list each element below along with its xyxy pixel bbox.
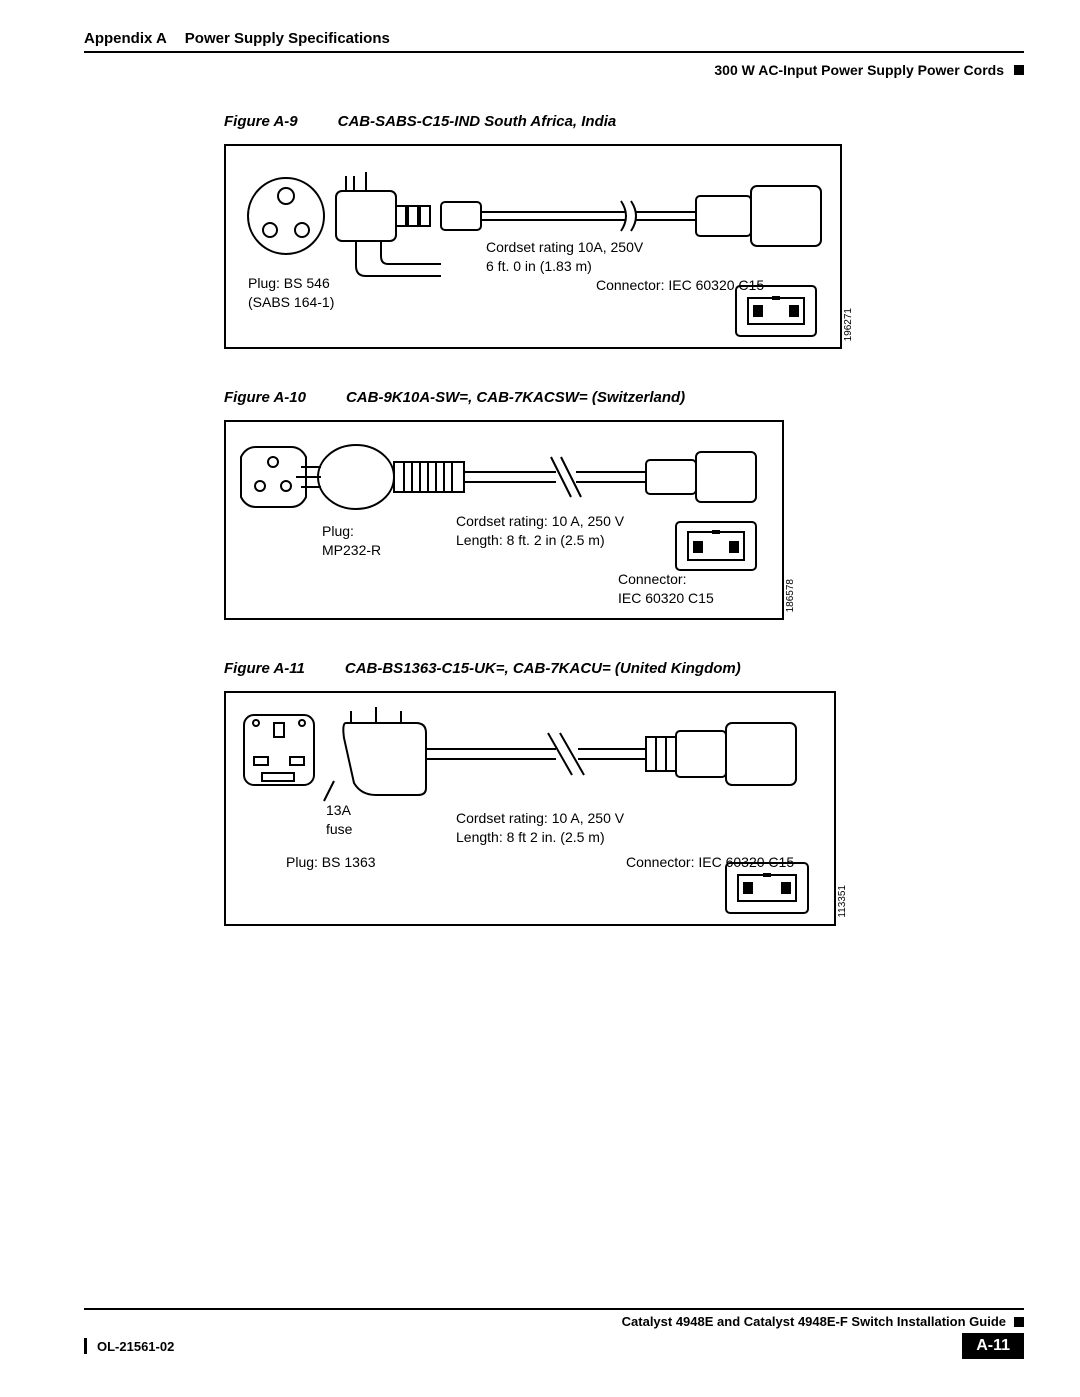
cordset-label: Cordset rating 10A, 250V 6 ft. 0 in (1.8… <box>486 238 643 276</box>
plug-label: Plug: MP232-R <box>322 522 381 560</box>
plug-label-line: Plug: <box>322 522 381 541</box>
cordset-line: Cordset rating: 10 A, 250 V <box>456 512 624 531</box>
fuse-line: fuse <box>326 820 352 839</box>
cordset-line: 6 ft. 0 in (1.83 m) <box>486 257 643 276</box>
figure-number: Figure A-9 <box>224 113 298 130</box>
cordset-line: Length: 8 ft. 2 in (2.5 m) <box>456 531 624 550</box>
figure-caption: Figure A-9 CAB-SABS-C15-IND South Africa… <box>224 113 1024 130</box>
cordset-label: Cordset rating: 10 A, 250 V Length: 8 ft… <box>456 512 624 550</box>
figure-title: CAB-SABS-C15-IND South Africa, India <box>338 113 617 130</box>
cordset-line: Cordset rating 10A, 250V <box>486 238 643 257</box>
figure-title: CAB-9K10A-SW=, CAB-7KACSW= (Switzerland) <box>346 389 685 406</box>
figure-caption: Figure A-11 CAB-BS1363-C15-UK=, CAB-7KAC… <box>224 660 1024 677</box>
section-title: 300 W AC-Input Power Supply Power Cords <box>714 62 1004 78</box>
figure-diagram: Plug: MP232-R Cordset rating: 10 A, 250 … <box>224 420 784 620</box>
figure-number: Figure A-10 <box>224 389 306 406</box>
page-header: Appendix A Power Supply Specifications <box>84 30 1024 47</box>
plug-label-line: MP232-R <box>322 541 381 560</box>
figure-number: Figure A-11 <box>224 660 305 677</box>
connector-line: Connector: <box>618 570 714 589</box>
connector-label: Connector: IEC 60320 C15 <box>626 853 794 872</box>
figure-diagram: 13A fuse Plug: BS 1363 Cordset rating: 1… <box>224 691 836 926</box>
figure-caption: Figure A-10 CAB-9K10A-SW=, CAB-7KACSW= (… <box>224 389 1024 406</box>
figure-diagram: Plug: BS 546 (SABS 164-1) Cordset rating… <box>224 144 842 349</box>
figure-id-number: 186578 <box>785 579 796 612</box>
footer-bar-icon <box>84 1338 87 1354</box>
footer-doc-number: OL-21561-02 <box>97 1339 174 1354</box>
plug-label: Plug: BS 546 (SABS 164-1) <box>248 274 334 312</box>
connector-label: Connector: IEC 60320 C15 <box>618 570 714 608</box>
appendix-label: Appendix A <box>84 30 167 47</box>
figure-id-number: 196271 <box>843 308 854 341</box>
plug-label-line: Plug: BS 546 <box>248 274 334 293</box>
fuse-line: 13A <box>326 801 352 820</box>
plug-label: Plug: BS 1363 <box>286 853 376 872</box>
footer-square-icon <box>1014 1317 1024 1327</box>
figure-title: CAB-BS1363-C15-UK=, CAB-7KACU= (United K… <box>345 660 741 677</box>
connector-label: Connector: IEC 60320 C15 <box>596 276 764 295</box>
plug-label-line: (SABS 164-1) <box>248 293 334 312</box>
fuse-label: 13A fuse <box>326 801 352 839</box>
connector-line: IEC 60320 C15 <box>618 589 714 608</box>
page-number: A-11 <box>962 1333 1024 1359</box>
cordset-line: Length: 8 ft 2 in. (2.5 m) <box>456 828 624 847</box>
header-square-icon <box>1014 65 1024 75</box>
appendix-title: Power Supply Specifications <box>185 30 390 47</box>
footer-guide-title: Catalyst 4948E and Catalyst 4948E-F Swit… <box>622 1314 1006 1329</box>
header-rule <box>84 51 1024 53</box>
page-footer: Catalyst 4948E and Catalyst 4948E-F Swit… <box>84 1308 1024 1359</box>
figure-id-number: 113351 <box>837 885 848 918</box>
cordset-label: Cordset rating: 10 A, 250 V Length: 8 ft… <box>456 809 624 847</box>
cordset-line: Cordset rating: 10 A, 250 V <box>456 809 624 828</box>
